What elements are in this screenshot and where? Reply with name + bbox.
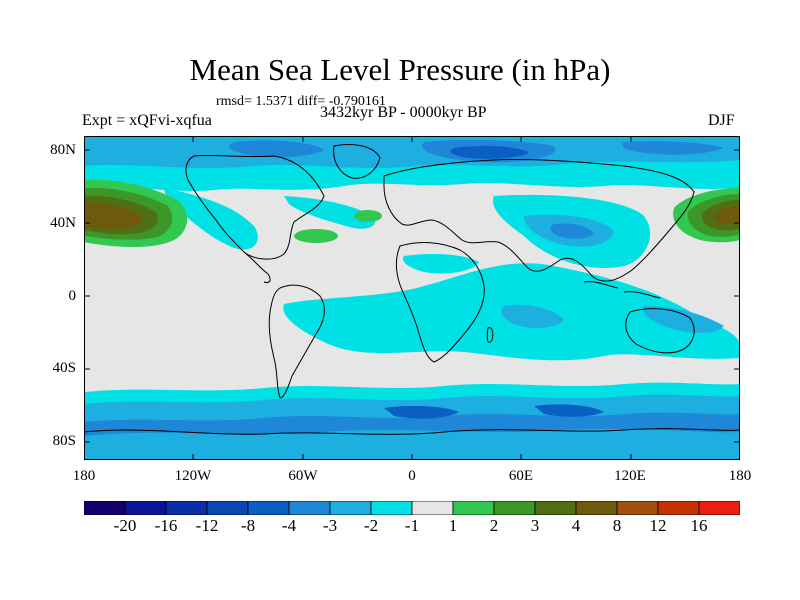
colorbar-label: 3 [530, 516, 540, 535]
lon-label: 180 [72, 468, 96, 484]
north-america-coast [185, 154, 325, 260]
lat-label: 80N [50, 142, 76, 158]
colorbar-swatch [616, 501, 659, 515]
season-label: DJF [708, 112, 735, 129]
colorbar-swatch [165, 501, 208, 515]
colorbar-label: 2 [489, 516, 499, 535]
lon-label: 120W [174, 468, 212, 484]
colorbar-label: -3 [322, 516, 338, 535]
southern-ocean-anomaly [384, 405, 459, 419]
colorbar-label: 8 [612, 516, 622, 535]
asia-anomaly [550, 223, 594, 239]
colorbar-swatch [575, 501, 618, 515]
colorbar-swatch [124, 501, 167, 515]
indian-ocean-anomaly [501, 304, 564, 329]
colorbar-label: -16 [154, 516, 178, 535]
period-label: 3432kyr BP - 0000kyr BP [320, 104, 487, 121]
north-pacific-positive-anomaly [714, 206, 740, 224]
colorbar-label: 1 [448, 516, 458, 535]
colorbar-label: -2 [363, 516, 379, 535]
colorbar-label: -4 [281, 516, 297, 535]
madagascar-coast [486, 327, 494, 343]
central-america-coast [243, 251, 271, 283]
africa-coast [395, 242, 485, 363]
colorbar-label: -1 [404, 516, 420, 535]
north-atlantic-anomaly [284, 196, 376, 229]
colorbar-swatch [534, 501, 577, 515]
colorbar-swatch [84, 501, 126, 515]
colorbar-swatch [452, 501, 495, 515]
lon-label: 60E [508, 468, 534, 484]
colorbar-swatch [288, 501, 331, 515]
pressure-anomaly-map [84, 136, 740, 460]
greenland-coast [333, 144, 381, 179]
lat-label: 40N [50, 215, 76, 231]
tropical-anomaly [403, 254, 479, 274]
arctic-anomaly [622, 141, 724, 155]
colorbar [84, 501, 740, 515]
pacific-anomaly [643, 306, 724, 333]
lon-label: 60W [288, 468, 318, 484]
stats-label: rmsd= 1.5371 diff= -0.790161 [216, 94, 386, 109]
antarctica-coast [84, 428, 740, 435]
antarctic-anomaly [84, 428, 740, 460]
colorbar-swatch [657, 501, 700, 515]
colorbar-label: -8 [240, 516, 256, 535]
eurasia-coast [383, 158, 695, 282]
colorbar-swatch [247, 501, 290, 515]
axis-ticks [84, 136, 740, 460]
lat-label: 40S [52, 360, 76, 376]
arctic-anomaly [450, 145, 529, 159]
lat-label: 0 [68, 288, 77, 304]
atlantic-positive-anomaly [354, 210, 382, 222]
colorbar-swatch [370, 501, 413, 515]
colorbar-label: 4 [571, 516, 581, 535]
colorbar-label: 12 [649, 516, 667, 535]
lon-label: 180 [728, 468, 752, 484]
north-america-anomaly [164, 188, 258, 250]
colorbar-label: -12 [195, 516, 219, 535]
south-america-coast [268, 284, 325, 399]
colorbar-swatch [698, 501, 740, 515]
southern-ocean-anomaly [534, 404, 604, 417]
plot-title: Mean Sea Level Pressure (in hPa) [189, 52, 611, 87]
colorbar-swatch [329, 501, 372, 515]
australia-coast [625, 308, 695, 354]
colorbar-label: 16 [690, 516, 708, 535]
colorbar-swatch [206, 501, 249, 515]
north-pacific-positive-anomaly [84, 202, 143, 229]
indonesia-coast [583, 281, 661, 299]
arctic-anomaly [228, 140, 324, 158]
colorbar-label: -20 [113, 516, 137, 535]
coastlines [84, 144, 740, 435]
experiment-label: Expt = xQFvi-xqfua [82, 112, 212, 129]
lat-label: 80S [52, 433, 76, 449]
lon-label: 120E [614, 468, 646, 484]
colorbar-swatch [493, 501, 536, 515]
atlantic-positive-anomaly [294, 229, 338, 243]
colorbar-swatch [411, 501, 454, 515]
lon-label: 0 [408, 468, 416, 484]
